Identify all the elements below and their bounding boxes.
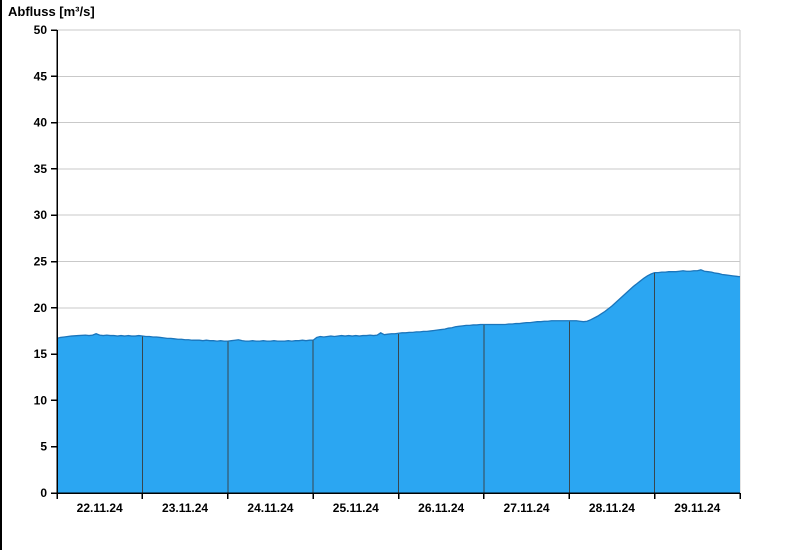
x-day-label: 28.11.24 [589, 501, 635, 515]
y-axis-ticks: 0 5 10 15 20 25 30 35 40 45 50 [34, 23, 57, 500]
x-day-label: 22.11.24 [77, 501, 123, 515]
y-tick-label: 45 [34, 69, 48, 83]
y-tick-label: 25 [34, 255, 48, 269]
window-left-border [0, 0, 2, 550]
series-line [56, 269, 741, 342]
y-tick-label: 35 [34, 162, 48, 176]
day-separators [141, 273, 656, 493]
y-tick-label: 50 [34, 23, 48, 37]
y-tick-label: 10 [34, 393, 48, 407]
x-day-label: 26.11.24 [418, 501, 464, 515]
x-day-label: 24.11.24 [247, 501, 293, 515]
y-tick-label: 30 [34, 208, 48, 222]
y-tick-label: 40 [34, 116, 48, 130]
y-tick-label: 20 [34, 301, 48, 315]
x-axis-ticks: 22.11.24 23.11.24 24.11.24 25.11.24 26.11.24… [56, 493, 741, 515]
chart-title: Abfluss [m³/s] [8, 4, 95, 19]
y-tick-label: 5 [40, 440, 47, 454]
x-day-label: 29.11.24 [674, 501, 720, 515]
x-day-label: 25.11.24 [333, 501, 379, 515]
y-tick-label: 0 [40, 486, 47, 500]
y-tick-label: 15 [34, 347, 48, 361]
x-day-label: 23.11.24 [162, 501, 208, 515]
x-day-label: 27.11.24 [504, 501, 550, 515]
